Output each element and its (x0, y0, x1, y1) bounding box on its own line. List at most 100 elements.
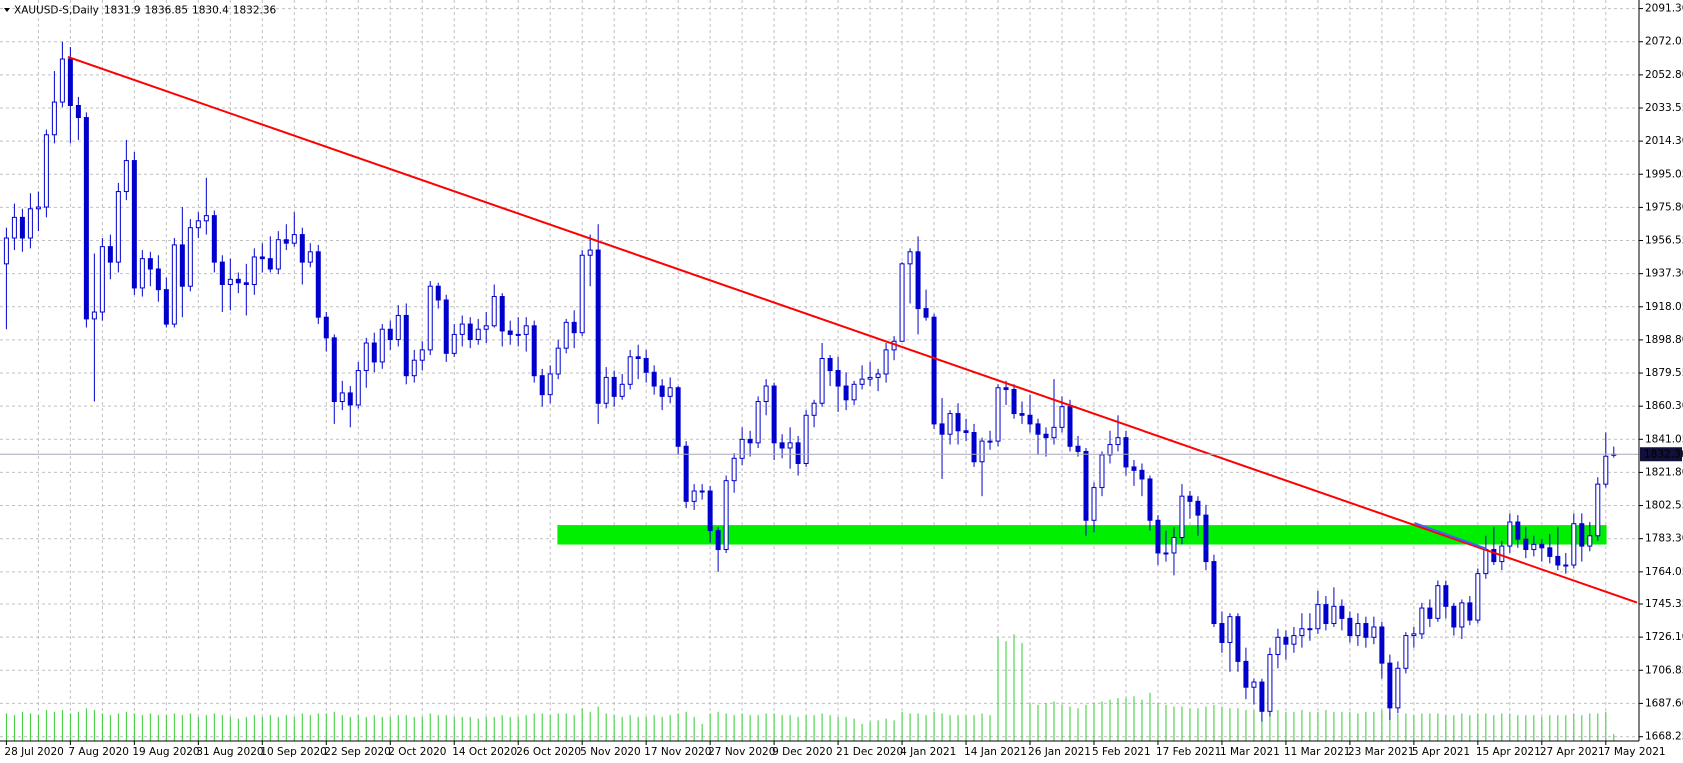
y-tick-label: 1687.60 (1645, 697, 1683, 709)
candle-body (1523, 538, 1529, 551)
candle-body (1379, 626, 1385, 664)
candle-body (1435, 585, 1441, 619)
candle-body (51, 101, 57, 136)
candle-body (1331, 605, 1337, 625)
candle-body (1563, 564, 1569, 567)
candle-body (3, 237, 9, 265)
y-tick-label: 1975.80 (1645, 201, 1683, 213)
candle-body (1171, 536, 1177, 554)
candle-body (155, 268, 161, 291)
candle-body (883, 349, 889, 375)
candle-body (923, 308, 929, 318)
candle-body (459, 323, 465, 335)
candle-body (587, 249, 593, 256)
candle-body (1539, 543, 1545, 549)
candle-body (603, 376, 609, 404)
candle-body (171, 244, 177, 325)
candle-body (1355, 623, 1361, 637)
candle-body (1475, 573, 1481, 621)
candle-body (731, 457, 737, 482)
candle-body (1115, 437, 1121, 446)
x-tick-label: 5 Nov 2020 (580, 746, 641, 758)
candle-body (1427, 607, 1433, 619)
candle-body (339, 392, 345, 403)
candle-body (555, 347, 561, 375)
candle-body (1219, 623, 1225, 643)
candle-body (763, 385, 769, 403)
candle-body (1275, 636, 1281, 656)
candle-body (1099, 454, 1105, 489)
candle-body (507, 330, 513, 335)
y-tick-label: 2033.55 (1645, 102, 1683, 114)
candle-body (1187, 495, 1193, 502)
candle-body (1259, 681, 1265, 712)
x-tick-label: 15 Apr 2021 (1476, 746, 1541, 758)
candle-body (683, 445, 689, 502)
candle-body (443, 299, 449, 354)
candle-body (211, 215, 217, 263)
candle-body (1155, 519, 1161, 554)
candle-body (859, 378, 865, 385)
candle-body (1363, 623, 1369, 638)
trend-line (1414, 522, 1487, 550)
candle-body (747, 438, 753, 444)
candle-body (611, 376, 617, 397)
candle-body (715, 530, 721, 551)
candle-body (235, 278, 241, 284)
volume-layer (5, 634, 1615, 741)
candle-body (851, 383, 857, 401)
candle-body (107, 246, 113, 263)
candle-body (131, 160, 137, 289)
support-zone (557, 525, 1607, 545)
candle-body (1067, 406, 1073, 447)
chart-header: XAUUSD-S,Daily 1831.9 1836.85 1830.4 1832.36 (14, 5, 277, 17)
candle-body (707, 490, 713, 532)
candle-body (659, 385, 665, 397)
x-tick-label: 5 Apr 2021 (1412, 746, 1470, 758)
candle-body (547, 373, 553, 396)
candle-body (1443, 585, 1449, 607)
trend-layer (0, 56, 1639, 604)
candle-body (1459, 602, 1465, 628)
candle-body (1547, 547, 1553, 557)
candle-body (1051, 426, 1057, 439)
y-tick-label: 2014.30 (1645, 135, 1683, 147)
y-tick-label: 1898.80 (1645, 334, 1683, 346)
candle-body (795, 442, 801, 464)
candle-body (315, 251, 321, 318)
candle-body (843, 385, 849, 401)
candle-body (1323, 604, 1329, 625)
candle-body (1347, 617, 1353, 637)
y-tick-label: 1802.55 (1645, 500, 1683, 512)
candle-body (1179, 495, 1185, 538)
candle-body (931, 316, 937, 425)
zone-layer (557, 525, 1607, 545)
y-tick-label: 1841.05 (1645, 433, 1683, 445)
candle-body (379, 328, 385, 363)
candle-body (1371, 626, 1377, 638)
candle-body (67, 58, 73, 107)
candle-body (771, 385, 777, 444)
x-tick-label: 5 Feb 2021 (1092, 746, 1151, 758)
y-tick-label: 1860.30 (1645, 400, 1683, 412)
candle-body (787, 442, 793, 449)
candle-body (1107, 444, 1113, 456)
candle-body (1075, 445, 1081, 452)
candle-body (1451, 605, 1457, 628)
y-tick-label: 1937.30 (1645, 268, 1683, 280)
candle-body (1091, 487, 1097, 521)
dropdown-icon[interactable] (4, 8, 10, 12)
x-tick-label: 7 Aug 2020 (68, 746, 129, 758)
candle-layer (3, 41, 1617, 722)
x-tick-label: 23 Mar 2021 (1348, 746, 1415, 758)
candle-body (83, 117, 89, 320)
candle-body (1131, 466, 1137, 471)
y-tick-label: 1706.85 (1645, 664, 1683, 676)
trend-line (67, 56, 1638, 604)
candle-body (219, 261, 225, 285)
candle-body (1011, 388, 1017, 415)
candle-body (1147, 478, 1153, 521)
candle-body (651, 371, 657, 387)
